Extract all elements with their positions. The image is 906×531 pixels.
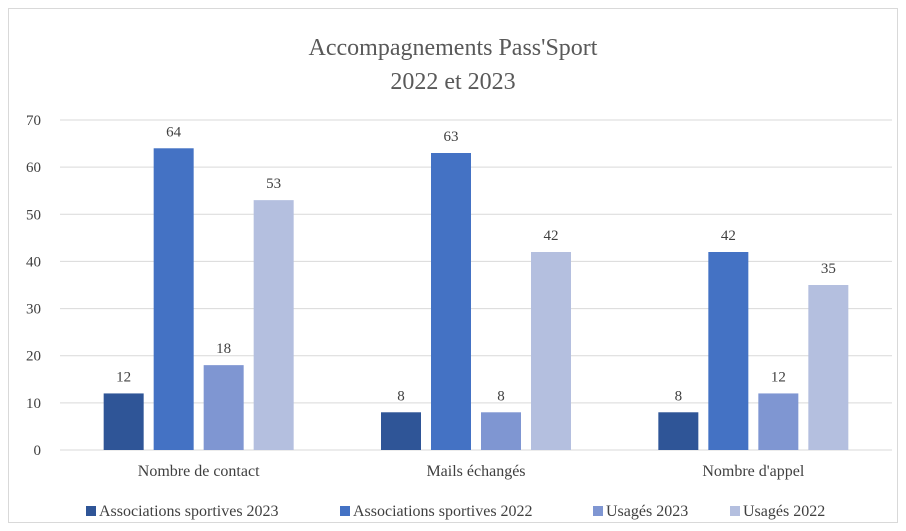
bar — [531, 252, 571, 450]
x-category-label: Nombre d'appel — [702, 463, 805, 480]
data-label: 64 — [166, 124, 182, 140]
data-label: 42 — [544, 228, 559, 244]
legend-item: Usagés 2023 — [593, 503, 688, 520]
data-label: 8 — [397, 388, 405, 404]
legend-label: Usagés 2022 — [743, 503, 825, 520]
bar — [153, 148, 194, 451]
bar — [808, 285, 849, 450]
bar — [758, 393, 799, 450]
data-label: 8 — [675, 388, 683, 404]
bar — [203, 365, 244, 450]
x-category-label: Mails échangés — [426, 463, 525, 480]
bar — [103, 393, 144, 450]
legend-swatch — [340, 506, 350, 516]
chart-title-line1: Accompagnements Pass'Sport — [309, 35, 598, 61]
y-tick-label: 0 — [34, 443, 42, 459]
bar — [481, 412, 521, 450]
bar — [381, 412, 421, 450]
y-tick-label: 10 — [26, 396, 41, 412]
legend-swatch — [730, 506, 740, 516]
legend-swatch — [86, 506, 96, 516]
data-label: 18 — [216, 341, 231, 357]
data-label: 35 — [821, 261, 836, 277]
legend-label: Associations sportives 2022 — [353, 503, 533, 520]
y-tick-label: 60 — [26, 160, 41, 176]
x-category-label: Nombre de contact — [138, 463, 260, 480]
bar — [658, 412, 699, 450]
legend-swatch — [593, 506, 603, 516]
data-label: 63 — [444, 129, 459, 145]
chart-title-line2: 2022 et 2023 — [390, 69, 515, 95]
y-tick-label: 30 — [26, 302, 41, 318]
data-label: 12 — [116, 369, 131, 385]
bar — [708, 252, 749, 450]
bar — [253, 200, 294, 450]
legend-item: Usagés 2022 — [730, 503, 825, 520]
y-tick-label: 50 — [26, 207, 41, 223]
legend-label: Associations sportives 2023 — [99, 503, 279, 520]
data-label: 42 — [721, 228, 736, 244]
data-label: 12 — [771, 369, 786, 385]
y-tick-label: 20 — [26, 349, 41, 365]
legend-label: Usagés 2023 — [606, 503, 688, 520]
y-tick-label: 70 — [26, 113, 41, 129]
bar — [431, 153, 471, 450]
data-label: 53 — [266, 176, 281, 192]
data-label: 8 — [497, 388, 505, 404]
legend-item: Associations sportives 2022 — [340, 503, 533, 520]
y-tick-label: 40 — [26, 254, 41, 270]
legend-item: Associations sportives 2023 — [86, 503, 279, 520]
